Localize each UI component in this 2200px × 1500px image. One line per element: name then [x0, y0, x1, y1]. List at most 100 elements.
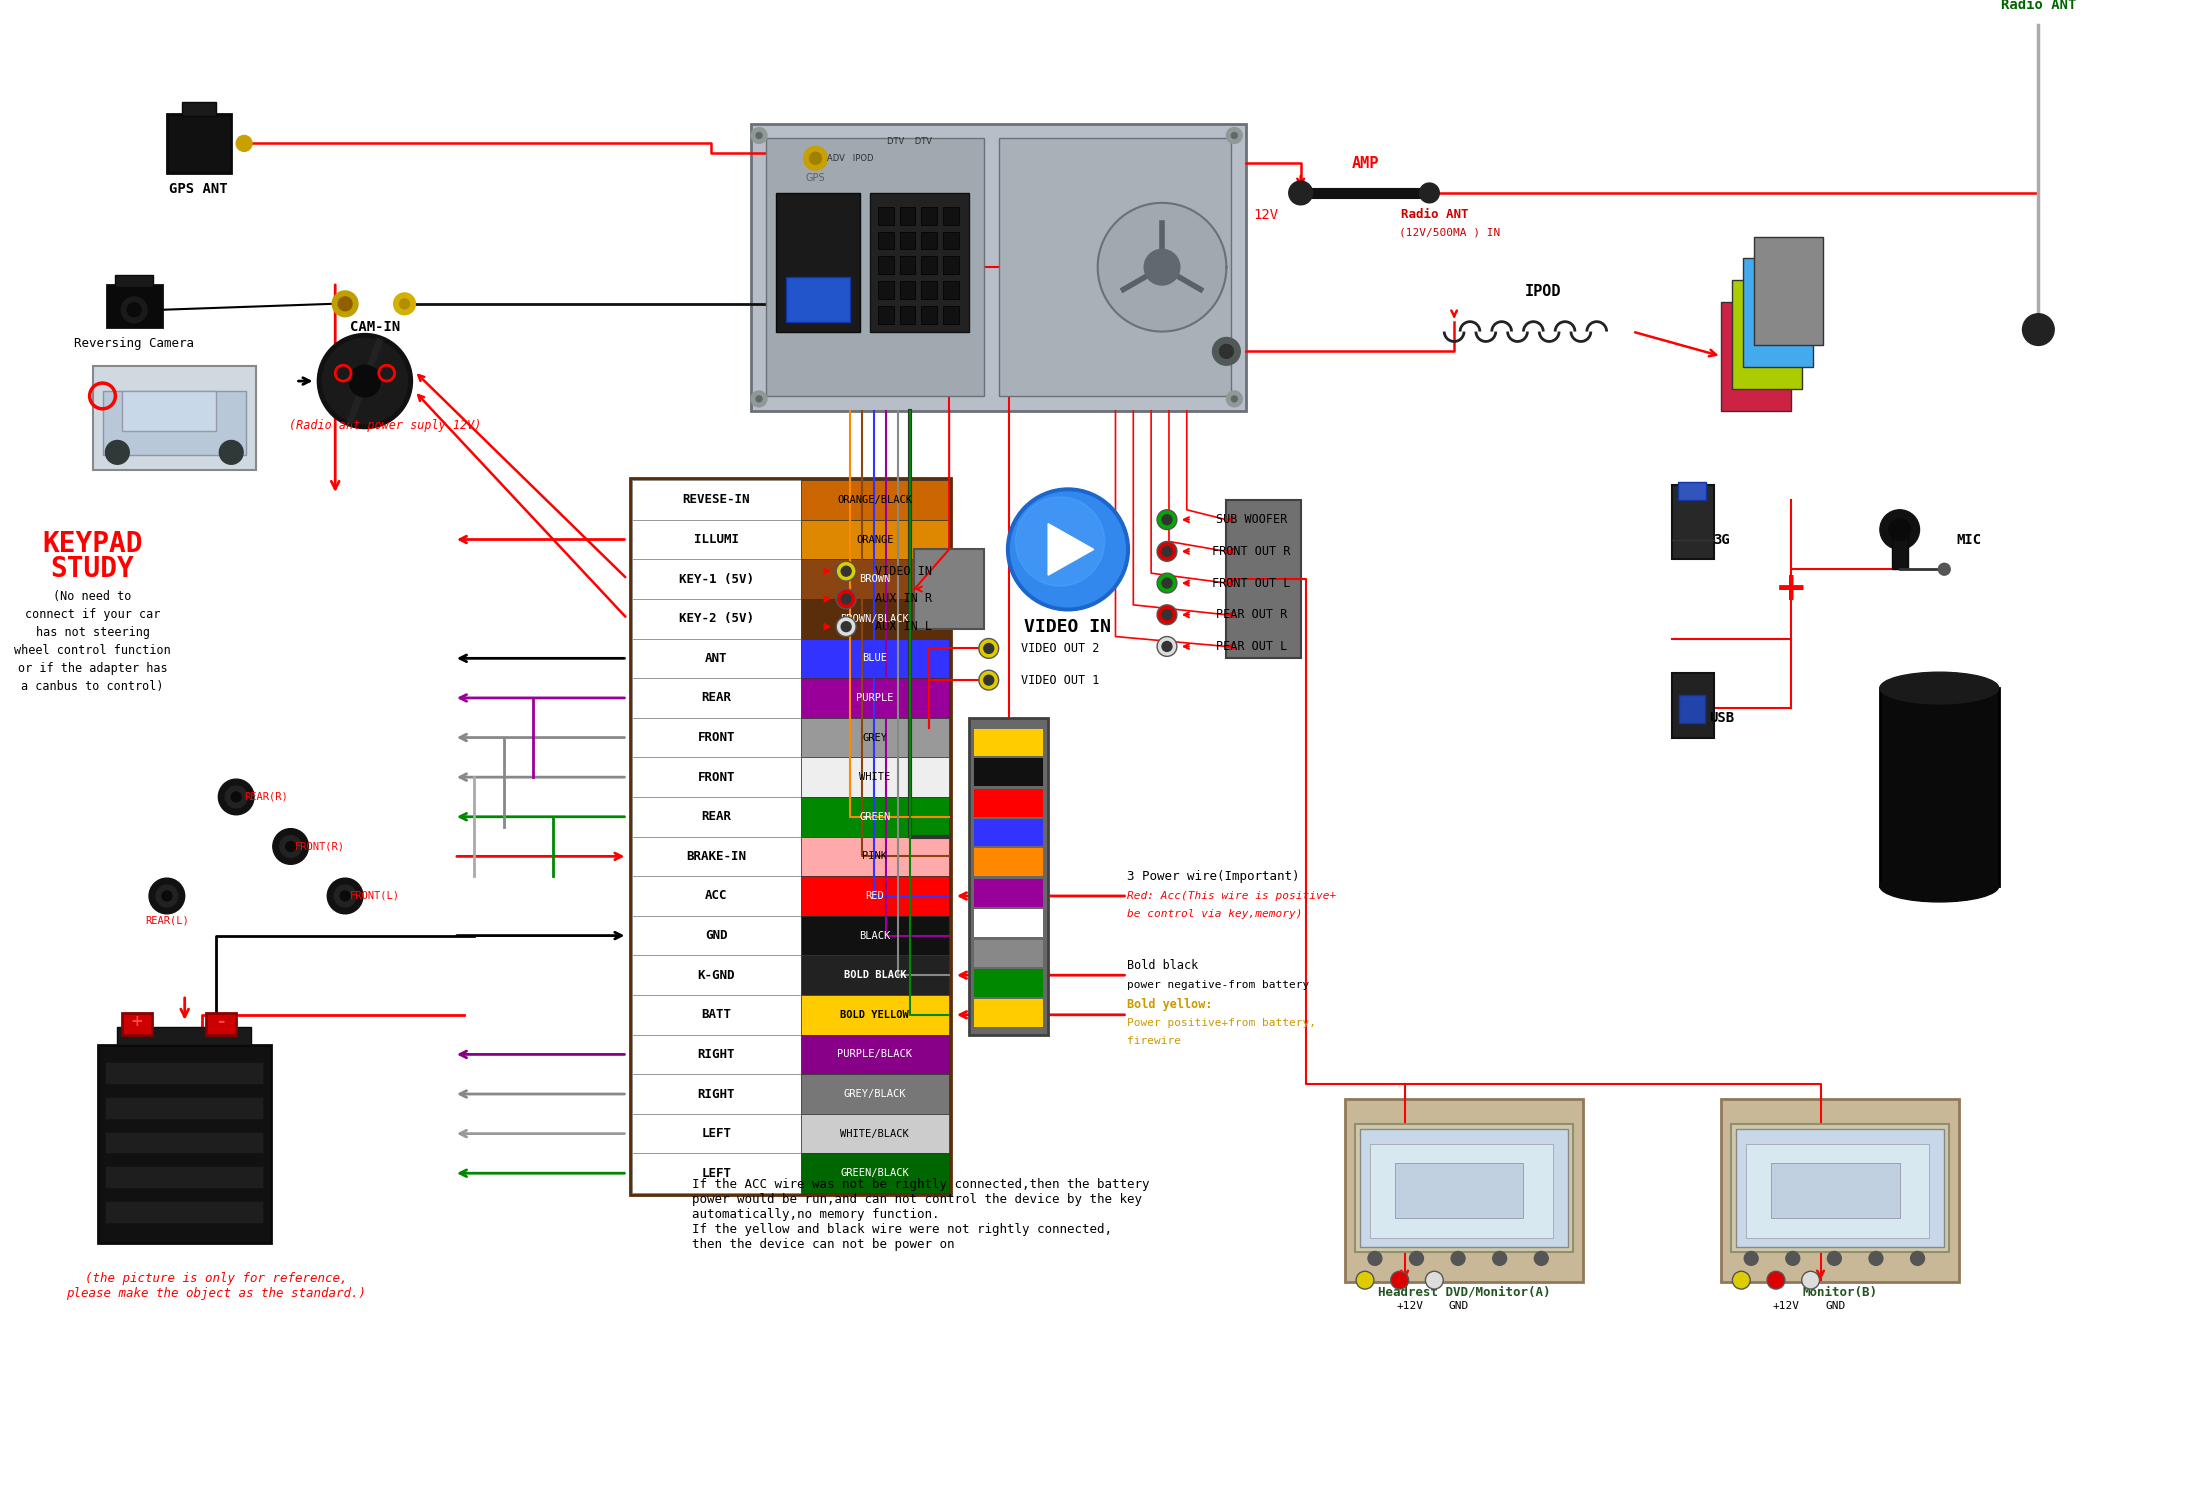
- Bar: [801, 796, 948, 837]
- Bar: [750, 123, 1245, 411]
- Bar: [900, 256, 915, 274]
- Text: (No need to: (No need to: [53, 591, 132, 603]
- Bar: [1731, 280, 1802, 388]
- Bar: [631, 480, 801, 519]
- Circle shape: [1162, 546, 1173, 556]
- Circle shape: [1452, 1251, 1465, 1266]
- Bar: [869, 194, 968, 332]
- Text: GREEN/BLACK: GREEN/BLACK: [840, 1168, 909, 1178]
- Bar: [801, 1035, 948, 1074]
- Circle shape: [836, 561, 856, 580]
- Circle shape: [1157, 542, 1177, 561]
- Circle shape: [836, 590, 856, 609]
- Circle shape: [757, 396, 761, 402]
- Bar: [944, 280, 959, 298]
- Text: GREY: GREY: [862, 732, 887, 742]
- Bar: [631, 1154, 801, 1192]
- Text: GREY/BLACK: GREY/BLACK: [843, 1089, 906, 1100]
- Bar: [1679, 694, 1705, 723]
- Bar: [114, 274, 154, 286]
- Bar: [785, 278, 849, 321]
- Bar: [631, 717, 801, 758]
- Text: 3 Power wire(Important): 3 Power wire(Important): [1126, 870, 1300, 882]
- Bar: [878, 306, 893, 324]
- Text: ORANGE/BLACK: ORANGE/BLACK: [838, 495, 913, 506]
- Text: Radio ANT: Radio ANT: [1401, 209, 1467, 220]
- Circle shape: [1390, 1272, 1408, 1288]
- Circle shape: [1219, 345, 1234, 358]
- Bar: [801, 480, 948, 519]
- Text: PURPLE: PURPLE: [856, 693, 893, 703]
- Circle shape: [1157, 573, 1177, 592]
- Bar: [944, 306, 959, 324]
- Bar: [944, 256, 959, 274]
- Text: REAR(R): REAR(R): [244, 792, 288, 802]
- Text: PINK: PINK: [862, 852, 887, 861]
- Text: a canbus to control): a canbus to control): [22, 680, 163, 693]
- Text: (Radio ant power suply 12V): (Radio ant power suply 12V): [288, 419, 482, 432]
- Bar: [106, 1062, 264, 1084]
- Bar: [117, 1026, 251, 1044]
- Circle shape: [1157, 604, 1177, 624]
- Text: AUX IN R: AUX IN R: [876, 592, 933, 606]
- Text: AUX IN L: AUX IN L: [876, 620, 933, 633]
- Bar: [103, 392, 246, 456]
- Bar: [801, 758, 948, 796]
- Bar: [1225, 500, 1300, 658]
- Bar: [631, 796, 801, 837]
- Bar: [766, 138, 983, 396]
- Bar: [878, 207, 893, 225]
- Circle shape: [1157, 510, 1177, 530]
- Circle shape: [1162, 642, 1173, 651]
- Bar: [1771, 1164, 1901, 1218]
- Circle shape: [121, 297, 147, 322]
- Text: ADV   IPOD: ADV IPOD: [827, 154, 873, 164]
- Bar: [123, 1013, 152, 1035]
- Bar: [108, 285, 163, 327]
- Bar: [975, 999, 1043, 1026]
- Bar: [106, 1096, 264, 1119]
- Circle shape: [1010, 492, 1126, 608]
- Text: +12V: +12V: [1397, 1300, 1423, 1311]
- Bar: [878, 231, 893, 249]
- Bar: [975, 909, 1043, 936]
- Circle shape: [328, 878, 363, 914]
- Bar: [97, 1044, 271, 1242]
- Text: FRONT: FRONT: [697, 730, 735, 744]
- Circle shape: [163, 891, 172, 902]
- Bar: [631, 639, 801, 678]
- Bar: [631, 519, 801, 560]
- Bar: [878, 256, 893, 274]
- Text: KEY-2 (5V): KEY-2 (5V): [680, 612, 755, 626]
- Circle shape: [218, 778, 253, 814]
- Circle shape: [840, 594, 851, 604]
- Circle shape: [1767, 1272, 1784, 1288]
- Bar: [1672, 484, 1714, 560]
- Text: FRONT(R): FRONT(R): [295, 842, 345, 852]
- Bar: [92, 366, 255, 470]
- Text: LEFT: LEFT: [702, 1126, 730, 1140]
- Bar: [631, 598, 801, 639]
- Text: USB: USB: [1709, 711, 1734, 724]
- Circle shape: [1419, 183, 1439, 203]
- Circle shape: [1802, 1272, 1819, 1288]
- Bar: [922, 256, 937, 274]
- Text: REVESE-IN: REVESE-IN: [682, 494, 750, 507]
- Bar: [968, 717, 1047, 1035]
- Circle shape: [150, 878, 185, 914]
- Text: WHITE: WHITE: [860, 772, 891, 782]
- Circle shape: [983, 644, 994, 654]
- Bar: [106, 1167, 264, 1188]
- Text: wheel control function: wheel control function: [13, 644, 172, 657]
- Circle shape: [1881, 510, 1921, 549]
- Circle shape: [156, 885, 178, 908]
- Text: REAR: REAR: [702, 692, 730, 705]
- Text: CAM-IN: CAM-IN: [350, 320, 400, 333]
- Circle shape: [1232, 132, 1236, 138]
- Circle shape: [757, 132, 761, 138]
- Bar: [801, 560, 948, 598]
- Text: Power positive+from battery,: Power positive+from battery,: [1126, 1017, 1316, 1028]
- Text: ACC: ACC: [706, 890, 728, 903]
- Text: has not steering: has not steering: [35, 626, 150, 639]
- Bar: [900, 207, 915, 225]
